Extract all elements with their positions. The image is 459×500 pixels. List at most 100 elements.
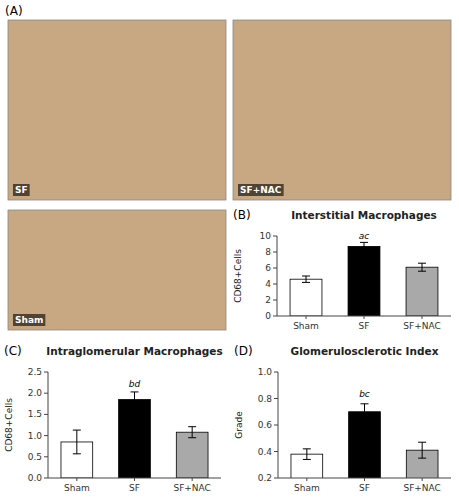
- x-tick-label: SF: [129, 483, 140, 493]
- y-axis-label: CD68+Cells: [233, 249, 243, 303]
- y-tick-label: 0.8: [258, 394, 273, 404]
- panel-label: (C): [4, 344, 22, 358]
- y-axis-line: [277, 236, 278, 316]
- y-tick-label: 1.0: [28, 431, 43, 441]
- x-tick: [76, 478, 77, 481]
- x-tick-label: SF+NAC: [403, 321, 440, 331]
- bar: [348, 246, 380, 316]
- figure: SF SF+NAC Sham (A) Interstitial Macrophages C…: [0, 0, 459, 500]
- y-tick-label: 0: [265, 311, 271, 321]
- bar: [406, 267, 438, 316]
- image-label-box: [13, 184, 30, 196]
- y-tick: [44, 435, 48, 436]
- x-tick-label: SF+NAC: [173, 483, 210, 493]
- error-bar: [303, 449, 311, 460]
- error-bar: [418, 442, 426, 458]
- y-tick-label: 4: [265, 279, 271, 289]
- bar: [176, 432, 208, 478]
- y-tick: [44, 393, 48, 394]
- y-tick: [44, 414, 48, 415]
- y-tick: [274, 398, 278, 399]
- error-bar: [73, 430, 81, 454]
- y-tick-label: 0.6: [258, 420, 273, 430]
- y-tick-label: 2: [265, 295, 271, 305]
- x-tick: [134, 478, 135, 481]
- error-bar: [360, 242, 368, 250]
- bar: [119, 400, 151, 478]
- bar: [349, 412, 381, 478]
- error-bar: [361, 404, 369, 420]
- y-tick-label: 8: [265, 247, 271, 257]
- x-tick: [306, 478, 307, 481]
- error-bar: [188, 427, 196, 438]
- y-tick-label: 0.2: [258, 473, 272, 483]
- image-label: SF+NAC: [240, 185, 282, 195]
- marks: [61, 392, 208, 478]
- y-tick: [273, 316, 277, 317]
- y-tick: [274, 372, 278, 373]
- x-tick: [306, 316, 307, 319]
- x-tick: [364, 478, 365, 481]
- x-tick-label: SF+NAC: [403, 483, 440, 493]
- x-tick-label: Sham: [64, 483, 90, 493]
- bar: [290, 279, 322, 316]
- y-axis-line: [278, 372, 279, 478]
- y-tick-label: 1.0: [258, 367, 273, 377]
- y-tick-label: 2.0: [28, 388, 43, 398]
- image-label-box: [13, 314, 45, 326]
- annotation: bd: [129, 379, 141, 389]
- annotation: ac: [359, 231, 370, 241]
- x-tick-label: Sham: [294, 483, 320, 493]
- y-tick: [273, 252, 277, 253]
- image-placeholder: [8, 210, 226, 330]
- y-tick: [274, 478, 278, 479]
- x-tick: [422, 478, 423, 481]
- x-tick: [422, 316, 423, 319]
- y-tick: [44, 456, 48, 457]
- x-tick-label: Sham: [293, 321, 319, 331]
- bar-chart: Glomerulosclerotic Index Grade 0.2 0.4 0.6 0.…: [234, 344, 451, 500]
- marks: [290, 242, 438, 316]
- image-label: SF: [15, 185, 28, 195]
- error-bar: [418, 263, 426, 271]
- x-tick: [364, 316, 365, 319]
- image-panels: SF SF+NAC Sham (A): [5, 4, 451, 330]
- annotation: bc: [359, 389, 370, 399]
- y-tick: [273, 268, 277, 269]
- y-tick: [44, 372, 48, 373]
- image-label: Sham: [15, 315, 43, 325]
- panel-label: (D): [234, 344, 253, 358]
- y-tick: [273, 284, 277, 285]
- y-axis-line: [48, 372, 49, 478]
- error-bar: [131, 392, 139, 407]
- x-tick-label: SF: [359, 483, 370, 493]
- y-tick-label: 0.4: [258, 447, 273, 457]
- y-tick-label: 10: [260, 231, 272, 241]
- y-tick-label: 6: [265, 263, 271, 273]
- y-axis-label: CD68+Cells: [4, 398, 14, 452]
- chart-title: Interstitial Macrophages: [291, 209, 437, 221]
- y-tick-label: 0.0: [28, 473, 43, 483]
- y-tick: [274, 425, 278, 426]
- image-placeholder: [8, 20, 226, 200]
- chart-title: Intraglomerular Macrophages: [46, 345, 222, 357]
- y-axis-label: Grade: [234, 411, 244, 439]
- y-tick: [273, 236, 277, 237]
- image-placeholder: [233, 20, 451, 200]
- y-tick-label: 1.5: [28, 409, 42, 419]
- image-label-box: [238, 184, 284, 196]
- y-tick: [274, 451, 278, 452]
- x-tick-label: SF: [359, 321, 370, 331]
- y-tick-label: 0.5: [28, 452, 42, 462]
- panel-label: (A): [5, 4, 23, 18]
- y-tick: [44, 478, 48, 479]
- bar-chart: Interstitial Macrophages CD68+Cells 0 2 4 6 8 1…: [233, 208, 451, 331]
- marks: [291, 404, 438, 478]
- panel-label: (B): [233, 208, 251, 222]
- x-tick: [192, 478, 193, 481]
- chart-title: Glomerulosclerotic Index: [291, 345, 439, 357]
- error-bar: [302, 276, 310, 282]
- y-tick-label: 2.5: [28, 367, 42, 377]
- y-tick: [273, 300, 277, 301]
- bar-chart: Intraglomerular Macrophages CD68+Cells 0.0…: [4, 344, 223, 493]
